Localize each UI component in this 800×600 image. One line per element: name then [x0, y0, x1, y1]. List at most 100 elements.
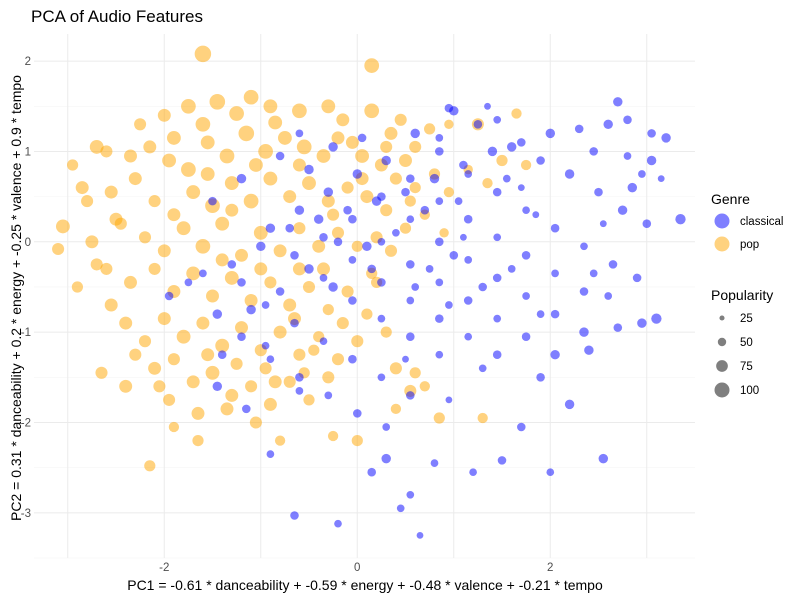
pop-point: [511, 108, 522, 119]
pop-point: [229, 106, 244, 121]
classical-point: [290, 318, 299, 328]
pop-point: [67, 159, 79, 171]
pop-point: [206, 289, 219, 303]
classical-point: [507, 265, 516, 273]
classical-point: [478, 364, 487, 373]
pop-point: [360, 190, 374, 204]
classical-point: [463, 214, 473, 224]
x-tick-label: -2: [159, 562, 169, 574]
pop-point: [89, 139, 104, 154]
classical-point: [246, 304, 256, 315]
classical-point: [444, 103, 454, 113]
classical-point: [435, 197, 444, 205]
classical-point: [333, 237, 343, 247]
pop-point: [380, 326, 392, 338]
pop-point: [220, 402, 234, 416]
pop-point: [168, 421, 180, 433]
pop-point: [477, 412, 488, 424]
legend-key-classical: [714, 213, 730, 229]
pop-point: [176, 221, 191, 236]
pop-point: [81, 195, 94, 208]
pop-point: [268, 115, 283, 130]
pop-point: [312, 239, 326, 253]
pop-point: [399, 154, 412, 167]
pop-point: [273, 244, 287, 258]
classical-point: [212, 381, 223, 392]
pop-point: [215, 253, 229, 267]
pop-point: [399, 222, 412, 234]
pop-point: [186, 266, 201, 281]
classical-point: [579, 327, 589, 337]
legend-genre-title: Genre: [711, 191, 750, 207]
classical-point: [584, 345, 594, 355]
pop-point: [243, 193, 259, 209]
classical-point: [492, 350, 502, 359]
legend-key-pop: [714, 236, 730, 252]
legend-label-classical: classical: [740, 216, 783, 228]
pop-point: [205, 365, 220, 380]
classical-point: [642, 219, 652, 228]
pop-point: [520, 159, 532, 171]
classical-point: [275, 151, 285, 161]
classical-point: [617, 205, 628, 215]
pop-point: [355, 149, 370, 163]
pop-point: [351, 435, 363, 447]
pop-point: [181, 162, 196, 177]
y-tick-label: -1: [21, 327, 31, 339]
pop-point: [482, 177, 493, 189]
pop-point: [200, 167, 215, 181]
legend-size-label: 100: [740, 385, 759, 397]
classical-point: [492, 187, 502, 197]
classical-point: [348, 296, 357, 305]
pop-point: [52, 242, 65, 256]
pop-point: [496, 154, 508, 167]
pop-point: [249, 416, 262, 429]
classical-point: [377, 373, 386, 382]
classical-point: [464, 256, 473, 264]
pop-point: [186, 375, 200, 389]
classical-point: [536, 310, 545, 318]
classical-point: [367, 467, 376, 477]
pop-point: [322, 304, 334, 316]
y-axis-title: PC2 = 0.31 * danceability + 0.2 * energy…: [8, 75, 24, 521]
pop-point: [162, 153, 177, 168]
classical-point: [493, 233, 502, 242]
pop-point: [209, 94, 226, 110]
pop-point: [157, 244, 171, 258]
pop-point: [85, 235, 99, 249]
classical-point: [435, 147, 444, 156]
pop-point: [351, 335, 364, 348]
pop-point: [380, 140, 393, 153]
pop-point: [100, 145, 113, 158]
classical-point: [521, 332, 531, 341]
pop-point: [389, 172, 402, 185]
pop-point: [224, 176, 239, 191]
pop-point: [341, 285, 354, 298]
pop-point: [148, 195, 161, 208]
pop-point: [225, 203, 239, 217]
classical-point: [460, 233, 467, 241]
classical-point: [651, 313, 662, 324]
pop-point: [143, 140, 157, 154]
pop-point: [341, 181, 354, 194]
pop-point: [253, 225, 268, 240]
pop-point: [331, 353, 345, 366]
pop-point: [167, 353, 180, 366]
classical-point: [435, 278, 444, 287]
classical-point: [532, 211, 540, 219]
data-points: [52, 45, 686, 539]
classical-point: [506, 142, 517, 152]
pop-point: [245, 380, 258, 393]
classical-point: [564, 399, 575, 410]
classical-point: [623, 152, 632, 160]
pop-point: [224, 270, 239, 285]
pop-point: [194, 45, 212, 63]
classical-point: [377, 237, 386, 246]
classical-point: [579, 287, 589, 296]
classical-point: [546, 468, 555, 477]
pop-point: [303, 394, 315, 406]
classical-point: [295, 129, 304, 138]
classical-point: [425, 265, 434, 273]
classical-point: [237, 278, 246, 287]
pop-point: [153, 380, 166, 393]
